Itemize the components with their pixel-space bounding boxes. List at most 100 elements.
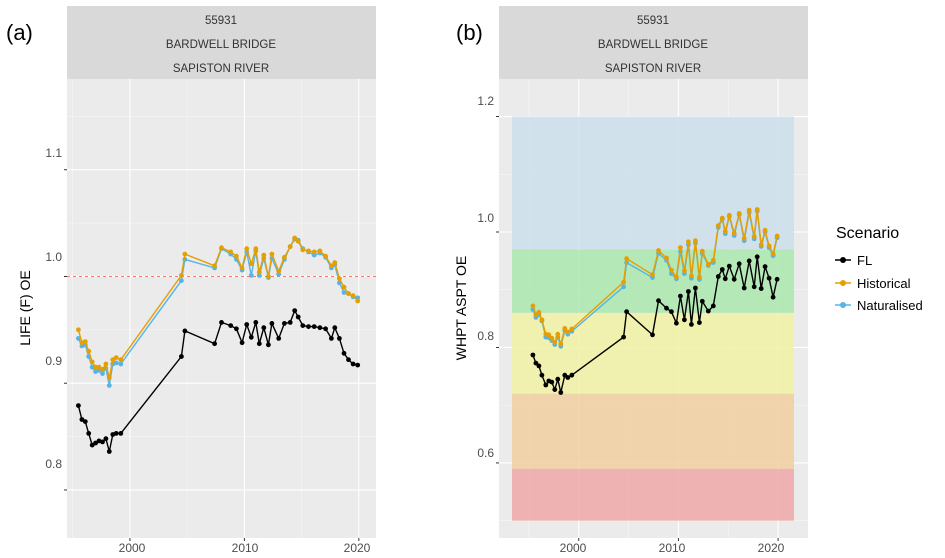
data-point-fl <box>337 336 342 341</box>
data-point-historical <box>536 309 542 315</box>
data-point-fl <box>699 298 705 304</box>
data-point-naturalised <box>118 361 124 367</box>
data-point-fl <box>346 357 351 363</box>
data-point-fl <box>766 275 772 281</box>
data-point-fl <box>228 323 234 328</box>
data-point-historical <box>337 276 342 281</box>
panel-a: (a) 55931 BARDWELL BRIDGE SAPISTON RIVER… <box>6 6 376 555</box>
data-point-historical <box>656 248 661 253</box>
data-point-historical <box>76 327 81 333</box>
data-point-historical <box>287 244 293 250</box>
panel-label-a: (a) <box>6 20 33 45</box>
data-point-fl <box>762 264 768 269</box>
data-point-fl <box>113 431 119 436</box>
data-point-fl <box>741 285 747 291</box>
data-point-historical <box>89 359 95 365</box>
data-point-fl <box>624 309 629 315</box>
data-point-historical <box>239 265 245 271</box>
data-point-fl <box>533 360 539 366</box>
data-point-fl <box>266 342 271 348</box>
data-point-fl <box>722 276 728 282</box>
data-point-historical <box>678 245 683 251</box>
strip-a-line-2: BARDWELL BRIDGE <box>166 39 276 51</box>
data-point-historical <box>754 207 760 212</box>
data-point-fl <box>774 276 780 282</box>
data-point-fl <box>689 322 694 327</box>
data-point-historical <box>269 251 275 257</box>
data-point-fl <box>746 258 752 264</box>
strip-b-line-1: 55931 <box>637 15 669 27</box>
data-point-fl <box>212 341 218 347</box>
data-point-fl <box>350 361 356 367</box>
data-point-fl <box>332 325 338 331</box>
band-0.86-0.97 <box>512 249 794 313</box>
data-point-historical <box>282 254 287 260</box>
data-point-historical <box>565 329 571 335</box>
data-point-historical <box>86 348 92 354</box>
data-point-historical <box>705 261 711 267</box>
data-point-historical <box>317 248 323 254</box>
data-point-historical <box>689 273 694 279</box>
series-b <box>496 116 780 541</box>
data-point-fl <box>118 431 124 436</box>
ytick-label-a-0.8: 0.8 <box>45 457 62 471</box>
data-point-fl <box>292 308 298 313</box>
data-point-historical <box>96 364 102 370</box>
data-point-fl <box>693 285 698 291</box>
data-point-historical <box>758 242 764 248</box>
data-point-fl <box>311 324 317 329</box>
series-a <box>64 169 361 541</box>
data-point-historical <box>722 229 728 234</box>
xtick-label-a-2020: 2020 <box>344 541 371 555</box>
legend-key-point-naturalised <box>840 302 846 308</box>
strip-a <box>67 6 376 79</box>
data-point-fl <box>543 382 549 388</box>
data-point-fl <box>656 298 661 304</box>
data-point-fl <box>536 363 542 369</box>
data-point-fl <box>731 276 737 282</box>
data-point-fl <box>329 336 334 341</box>
data-point-fl <box>678 293 683 299</box>
data-point-fl <box>530 352 536 358</box>
data-point-historical <box>295 238 301 244</box>
data-point-historical <box>569 326 575 332</box>
legend: Scenario FL Historical Naturalised <box>835 225 923 313</box>
ytick-label-a-1.1: 1.1 <box>45 146 62 160</box>
ytick-label-a-0.9: 0.9 <box>45 354 62 368</box>
data-point-fl <box>552 387 558 392</box>
data-point-historical <box>530 303 536 309</box>
data-point-fl <box>558 390 564 395</box>
band-0.5-0.59 <box>512 468 794 521</box>
data-point-fl <box>355 362 361 368</box>
data-point-fl <box>239 340 245 346</box>
data-point-historical <box>93 364 98 370</box>
ylabel-b: WHPT ASPT OE <box>453 256 469 361</box>
data-point-historical <box>697 274 702 280</box>
data-point-fl <box>341 350 347 356</box>
data-point-historical <box>621 279 626 285</box>
data-point-historical <box>292 235 298 241</box>
data-point-fl <box>650 332 655 338</box>
data-point-fl <box>287 320 293 325</box>
data-point-historical <box>228 249 234 255</box>
data-point-naturalised <box>248 273 254 278</box>
xtick-label-b-2000: 2000 <box>560 541 587 555</box>
data-point-historical <box>546 332 552 338</box>
panel-label-b: (b) <box>456 20 483 45</box>
gridlines-a <box>67 79 376 538</box>
data-point-historical <box>715 223 721 229</box>
data-point-historical <box>549 335 555 341</box>
data-point-historical <box>751 234 757 240</box>
data-point-fl <box>86 431 92 436</box>
data-point-fl <box>758 286 764 291</box>
data-point-historical <box>300 247 306 253</box>
data-point-fl <box>726 263 732 269</box>
data-point-fl <box>549 379 555 385</box>
data-point-historical <box>558 341 564 347</box>
data-point-fl <box>686 289 691 294</box>
data-point-fl <box>715 274 721 279</box>
legend-label-naturalised: Naturalised <box>857 298 923 313</box>
legend-label-historical: Historical <box>857 276 911 291</box>
data-point-historical <box>355 298 361 304</box>
data-point-fl <box>179 354 184 359</box>
